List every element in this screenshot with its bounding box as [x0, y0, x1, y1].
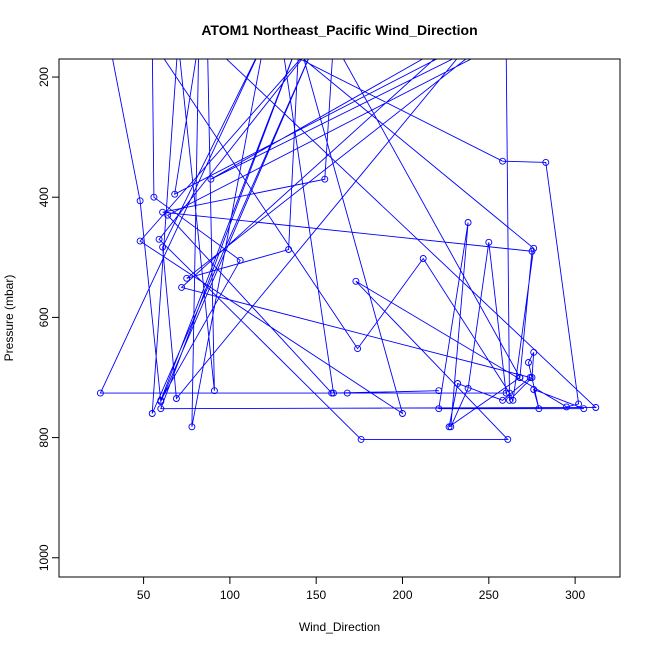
- y-tick-label: 200: [37, 67, 51, 87]
- x-axis: 50 100 150 200 250 300: [137, 576, 585, 602]
- data-point: [159, 208, 167, 216]
- data-point: [155, 235, 163, 243]
- data-point: [164, 211, 172, 219]
- x-tick-label: 50: [137, 588, 151, 602]
- x-axis-label: Wind_Direction: [299, 620, 380, 634]
- data-point: [435, 387, 443, 395]
- data-point: [343, 389, 351, 397]
- data-point: [175, 38, 181, 44]
- data-point: [279, 38, 285, 44]
- data-point: [592, 404, 600, 411]
- data-point: [354, 345, 362, 353]
- y-axis-label: Pressure (mbar): [2, 275, 16, 362]
- plot-area: [96, 38, 600, 443]
- x-tick-label: 150: [306, 588, 326, 602]
- data-point: [516, 374, 524, 381]
- data-point: [331, 38, 337, 44]
- data-point: [506, 389, 513, 397]
- data-point: [528, 247, 536, 255]
- plot-frame: [58, 58, 621, 578]
- data-point: [526, 374, 534, 381]
- data-point: [525, 359, 532, 366]
- data-point: [575, 400, 583, 408]
- data-point: [330, 389, 337, 397]
- data-point: [454, 380, 462, 387]
- data-point: [236, 256, 244, 264]
- data-point: [96, 389, 104, 397]
- data-point: [399, 410, 406, 417]
- data-point: [157, 405, 165, 413]
- x-tick-label: 250: [479, 588, 499, 602]
- data-point: [504, 435, 512, 443]
- data-point: [204, 38, 210, 44]
- data-point: [207, 175, 215, 183]
- data-point: [321, 175, 329, 183]
- data-point: [486, 38, 492, 44]
- data-point: [296, 38, 302, 44]
- data-point: [183, 274, 191, 282]
- data-point: [159, 243, 167, 251]
- data-point: [580, 405, 588, 413]
- y-tick-label: 600: [37, 307, 51, 327]
- y-tick-label: 1000: [37, 544, 51, 571]
- data-point: [535, 405, 543, 413]
- data-point: [261, 38, 267, 44]
- data-point: [149, 38, 155, 44]
- data-point: [499, 396, 507, 404]
- data-point: [445, 423, 453, 431]
- data-point: [528, 374, 536, 381]
- data-point: [530, 348, 538, 356]
- data-point: [261, 38, 267, 44]
- data-point: [451, 38, 457, 44]
- x-tick-label: 200: [392, 588, 412, 602]
- data-point: [357, 435, 365, 443]
- data-point: [509, 396, 517, 404]
- data-point: [210, 387, 218, 395]
- data-point: [485, 238, 493, 246]
- data-point: [106, 38, 112, 44]
- data-point: [188, 423, 196, 431]
- data-point: [464, 384, 472, 392]
- y-axis: 200 400 600 800 1000: [37, 67, 60, 571]
- y-tick-label: 800: [37, 427, 51, 447]
- data-point: [503, 38, 509, 44]
- data-point: [285, 246, 293, 253]
- data-point: [469, 38, 475, 44]
- data-point: [563, 403, 570, 411]
- data-point: [196, 38, 202, 44]
- data-point: [296, 38, 302, 44]
- data-point: [313, 38, 319, 44]
- data-point: [328, 389, 336, 397]
- chart-title: ATOM1 Northeast_Pacific Wind_Direction: [201, 22, 477, 38]
- data-point: [148, 410, 156, 417]
- data-point: [136, 237, 144, 245]
- data-point: [150, 193, 158, 201]
- data-point: [172, 395, 180, 402]
- data-point: [542, 158, 550, 166]
- data-point: [157, 396, 165, 404]
- y-tick-label: 400: [37, 187, 51, 207]
- data-point: [464, 219, 472, 226]
- data-point: [352, 277, 360, 285]
- data-point: [419, 255, 427, 262]
- data-point: [530, 386, 538, 393]
- data-point: [171, 190, 179, 198]
- data-point: [313, 38, 319, 44]
- series-line: [99, 59, 597, 440]
- data-point: [506, 396, 513, 404]
- x-tick-label: 100: [220, 588, 240, 602]
- data-point: [435, 405, 443, 413]
- data-point: [499, 157, 507, 165]
- data-point: [178, 283, 186, 291]
- data-point: [136, 197, 144, 205]
- data-point: [502, 389, 510, 397]
- x-tick-label: 300: [565, 588, 585, 602]
